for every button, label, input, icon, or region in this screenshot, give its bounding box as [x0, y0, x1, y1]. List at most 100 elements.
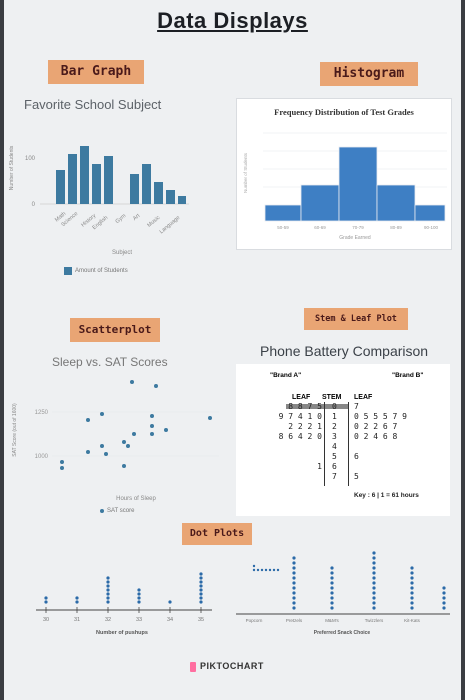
dot — [137, 600, 141, 604]
brand-a-label: "Brand A" — [270, 372, 302, 379]
scatter-gridlines — [52, 411, 219, 457]
leaf-right: 7 — [354, 402, 359, 411]
dot — [372, 596, 376, 600]
dot — [137, 588, 141, 592]
bar — [154, 182, 163, 204]
dot — [330, 581, 334, 585]
dot — [410, 571, 414, 575]
dot — [410, 601, 414, 605]
dot-plot-pushups: 30 31 32 33 34 35 Number of pushups — [36, 572, 212, 636]
scatter-point — [154, 384, 158, 388]
dot — [330, 571, 334, 575]
histogram-bar — [376, 184, 416, 222]
piktochart-logo-icon — [190, 662, 196, 672]
dot — [372, 586, 376, 590]
leaf-right: 0 5 5 5 7 9 — [354, 412, 407, 421]
legend-label: Amount of Students — [75, 268, 128, 274]
tick-label: Twizzlers — [365, 618, 384, 623]
leaf-right: 6 — [354, 452, 359, 461]
scatter-point — [132, 432, 136, 436]
dot — [372, 551, 376, 555]
scatter-point — [60, 460, 64, 464]
dot — [199, 576, 203, 580]
stem-leaf-title: Phone Battery Comparison — [260, 343, 429, 359]
bin-label: 60-69 — [314, 225, 326, 230]
bar-graph-ylabel: Number of Students — [9, 145, 15, 190]
dot — [372, 556, 376, 560]
dot — [442, 596, 446, 600]
dot — [292, 601, 296, 605]
tick-label: 31 — [74, 617, 80, 623]
bar — [142, 164, 151, 204]
bar-graph-ytick: 0 — [32, 202, 36, 208]
header-rule — [286, 404, 348, 409]
scatter-point — [122, 440, 126, 444]
bar-graph-categories: Math Science History English Gym Art Mus… — [54, 211, 181, 235]
dot — [410, 586, 414, 590]
stem-divider-right — [348, 402, 349, 486]
dot-plot-snacks: Popcorn Pretzels M&M's Twizzlers Kit-Kat… — [236, 551, 450, 636]
category-label: Music — [146, 215, 161, 229]
tick-label: M&M's — [325, 618, 339, 623]
dot — [372, 581, 376, 585]
dot — [330, 591, 334, 595]
histogram-tag: Histogram — [320, 62, 418, 86]
legend-swatch — [64, 267, 72, 275]
legend-dot — [100, 509, 104, 513]
scatter-point — [150, 432, 154, 436]
brand-b-label: "Brand B" — [392, 372, 424, 379]
dot — [292, 596, 296, 600]
poster: Data Displays Bar Graph Favorite School … — [4, 0, 461, 700]
dot — [410, 566, 414, 570]
dot — [410, 591, 414, 595]
stem: 6 — [332, 462, 337, 471]
histogram-ylabel: Number of Students — [243, 152, 248, 193]
scatter-point — [86, 418, 90, 422]
pushup-dots — [44, 572, 203, 604]
col-stem: STEM — [322, 394, 342, 401]
leaf-right: 5 — [354, 472, 359, 481]
tick-label: Pretzels — [286, 618, 303, 623]
leaf-right: 0 2 4 6 8 — [354, 432, 398, 441]
tick-label: Popcorn — [246, 618, 263, 623]
bin-label: 90-100 — [424, 225, 439, 230]
dot — [106, 584, 110, 588]
scatter-points — [60, 380, 212, 470]
dot — [292, 581, 296, 585]
stem: 0 — [332, 402, 337, 411]
bar-graph-legend: Amount of Students — [64, 267, 128, 275]
dot — [292, 586, 296, 590]
histogram-bar — [338, 146, 378, 222]
dot — [292, 561, 296, 565]
scatter-ytick: 1000 — [35, 454, 49, 460]
stem-leaf-card: "Brand A" "Brand B" LEAF STEM LEAF 8 8 7… — [236, 364, 450, 516]
scatter-tag: Scatterplot — [70, 318, 160, 342]
tick-label: Kit-Kats — [404, 618, 421, 623]
dot — [372, 561, 376, 565]
histogram-bar — [414, 204, 446, 222]
col-leaf-left: LEAF — [292, 394, 311, 401]
stem: 1 — [332, 412, 337, 421]
category-label: Language — [159, 215, 182, 235]
scatter-point — [122, 464, 126, 468]
dot — [330, 586, 334, 590]
dot — [292, 576, 296, 580]
dot — [410, 596, 414, 600]
piktochart-brand: PIKTOCHART — [200, 661, 264, 671]
dot — [44, 596, 48, 600]
snack-ticks: Popcorn Pretzels M&M's Twizzlers Kit-Kat… — [246, 618, 421, 623]
dot — [372, 601, 376, 605]
scatter-ylabel: SAT Score (out of 1600) — [12, 403, 18, 457]
dot — [199, 588, 203, 592]
stem: 4 — [332, 442, 337, 451]
scatter-point — [150, 414, 154, 418]
stem: 5 — [332, 452, 337, 461]
dot — [442, 586, 446, 590]
stem: 7 — [332, 472, 337, 481]
dot — [75, 600, 79, 604]
dot — [260, 568, 264, 572]
scatter-legend: SAT score — [100, 508, 134, 514]
dot — [372, 606, 376, 610]
dot — [106, 600, 110, 604]
tick-label: 32 — [105, 617, 111, 623]
